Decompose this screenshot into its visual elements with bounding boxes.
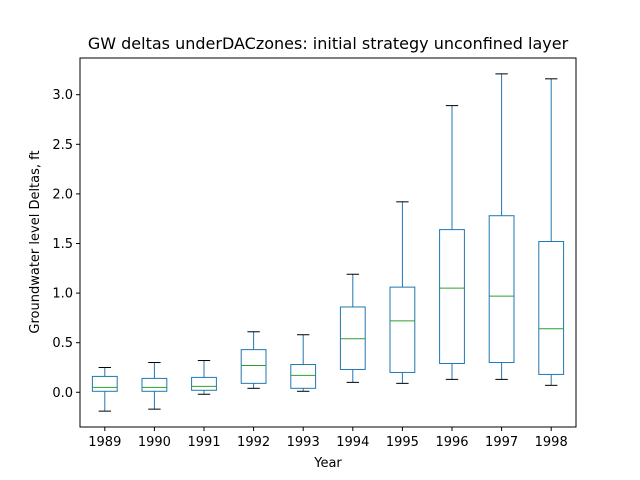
plot-area: [91, 73, 565, 412]
box-1991: [191, 360, 217, 395]
box-1990: [141, 362, 168, 410]
box-1994: [339, 273, 366, 383]
x-tick-label: 1992: [237, 435, 270, 450]
box-1992: [240, 331, 267, 389]
iqr-box: [389, 286, 416, 373]
chart-title: GW deltas underDACzones: initial strateg…: [88, 34, 569, 53]
y-tick-label: 1.5: [52, 237, 73, 252]
box-1997: [488, 73, 515, 380]
x-tick-label: 1989: [88, 435, 121, 450]
y-tick-label: 3.0: [52, 88, 73, 103]
x-tick-label: 1997: [485, 435, 518, 450]
box-1998: [538, 78, 565, 386]
x-tick-label: 1995: [386, 435, 419, 450]
box-1996: [439, 105, 465, 380]
iqr-box: [191, 376, 217, 391]
iqr-box: [538, 241, 565, 375]
iqr-box: [141, 377, 168, 392]
box-1995: [389, 201, 416, 384]
y-tick-label: 0.0: [52, 386, 73, 401]
x-tick-label: 1991: [187, 435, 220, 450]
x-tick-label: 1993: [287, 435, 320, 450]
axes-frame: [79, 57, 577, 428]
y-axis-label: Groundwater level Deltas, ft: [28, 150, 43, 333]
x-tick-label: 1996: [435, 435, 468, 450]
iqr-box: [91, 375, 118, 392]
y-tick-label: 2.0: [52, 187, 73, 202]
y-tick-label: 2.5: [52, 138, 73, 153]
y-tick-label: 1.0: [52, 287, 73, 302]
box-1989: [91, 366, 118, 412]
iqr-box: [240, 349, 267, 384]
x-tick-label: 1994: [336, 435, 369, 450]
iqr-box: [290, 364, 317, 389]
iqr-box: [488, 215, 515, 364]
iqr-box: [439, 229, 465, 365]
x-axis-label: Year: [313, 456, 342, 471]
box-1993: [290, 334, 317, 392]
y-tick-label: 0.5: [52, 336, 73, 351]
axis-ticks: 1989 1990 1991 1992 1993 1994 1995 1996 1997 1998…: [52, 88, 567, 450]
x-tick-label: 1990: [138, 435, 171, 450]
x-tick-label: 1998: [535, 435, 568, 450]
